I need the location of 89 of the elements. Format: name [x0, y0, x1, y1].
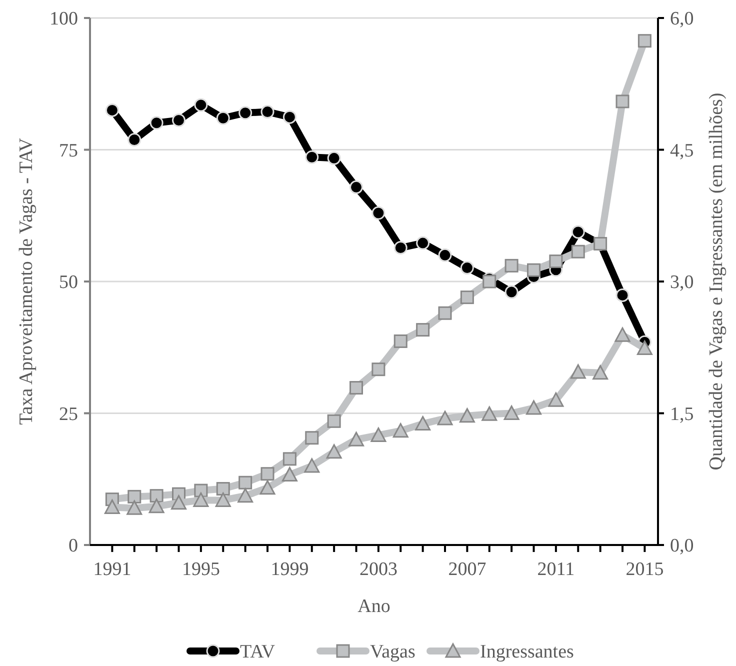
point — [571, 225, 585, 239]
point — [260, 467, 274, 481]
point — [548, 392, 564, 407]
point — [526, 400, 542, 415]
point — [616, 94, 630, 108]
point — [171, 495, 186, 510]
point — [504, 406, 520, 420]
point — [370, 427, 386, 442]
y2-axis-title: Quantidade de Vagas e Ingressantes (em milhões) — [706, 92, 727, 470]
point — [126, 500, 142, 515]
legend-label: TAV — [240, 642, 276, 663]
point — [105, 103, 119, 117]
point — [504, 285, 518, 299]
point — [616, 288, 630, 302]
point — [150, 489, 164, 503]
y-tick-label: 25 — [59, 404, 78, 425]
y2-tick-label: 0,0 — [670, 536, 694, 557]
point — [215, 492, 231, 507]
point — [327, 414, 341, 428]
point — [549, 254, 563, 268]
point — [128, 490, 142, 504]
point — [282, 466, 298, 482]
x-tick-label: 2007 — [448, 559, 486, 580]
legend-label: Vagas — [370, 642, 416, 663]
point — [437, 410, 453, 426]
point — [482, 274, 496, 288]
point — [438, 306, 452, 320]
x-axis-title: Ano — [358, 596, 390, 617]
point — [614, 327, 630, 342]
point — [592, 365, 608, 380]
y2-tick-label: 1,5 — [670, 404, 694, 425]
point — [372, 362, 386, 376]
point — [260, 480, 276, 495]
y2-tick-label: 4,5 — [670, 140, 694, 162]
point — [282, 452, 296, 466]
point — [504, 258, 518, 272]
point — [636, 340, 652, 356]
x-tick-label: 1991 — [93, 559, 132, 580]
point — [638, 34, 652, 48]
point — [305, 150, 319, 164]
point — [327, 151, 341, 165]
point — [460, 261, 474, 275]
y-axis-title: Taxa Aproveitamento de Vagas - TAV — [16, 138, 37, 425]
y2-tick-label: 3,0 — [670, 272, 694, 294]
point — [350, 381, 363, 395]
point — [482, 406, 498, 421]
point — [238, 476, 252, 490]
legend-label: Ingressantes — [480, 642, 574, 663]
point — [392, 423, 408, 438]
point — [104, 499, 120, 514]
point — [372, 206, 386, 220]
point — [438, 248, 452, 262]
y2-tick-label: 6,0 — [670, 8, 694, 30]
point — [571, 244, 585, 258]
point — [216, 111, 230, 125]
y-tick-label: 100 — [50, 8, 78, 30]
point — [350, 180, 363, 194]
x-tick-label: 1999 — [270, 559, 309, 580]
point — [416, 236, 430, 250]
point — [282, 110, 296, 124]
point — [172, 113, 186, 127]
x-tick-label: 2003 — [359, 559, 398, 580]
point — [348, 432, 364, 446]
y-tick-label: 50 — [59, 272, 78, 294]
point — [128, 132, 142, 146]
point — [150, 116, 164, 130]
x-tick-label: 2011 — [537, 559, 575, 580]
point — [194, 98, 208, 112]
point — [148, 498, 164, 514]
point — [305, 431, 319, 445]
point — [238, 488, 254, 503]
x-tick-label: 2015 — [626, 559, 664, 580]
point — [394, 241, 408, 255]
point — [193, 492, 209, 507]
point — [326, 444, 342, 459]
x-tick-label: 1995 — [182, 559, 220, 580]
y-tick-label: 0 — [68, 536, 78, 557]
point — [459, 408, 475, 423]
point — [460, 290, 474, 304]
point — [394, 334, 408, 348]
point — [570, 364, 586, 379]
point — [216, 482, 230, 496]
point — [260, 105, 274, 119]
y-tick-label: 75 — [59, 140, 78, 162]
point — [304, 458, 320, 473]
point — [415, 416, 431, 431]
point — [416, 323, 430, 337]
point — [238, 106, 252, 120]
point — [527, 263, 540, 277]
